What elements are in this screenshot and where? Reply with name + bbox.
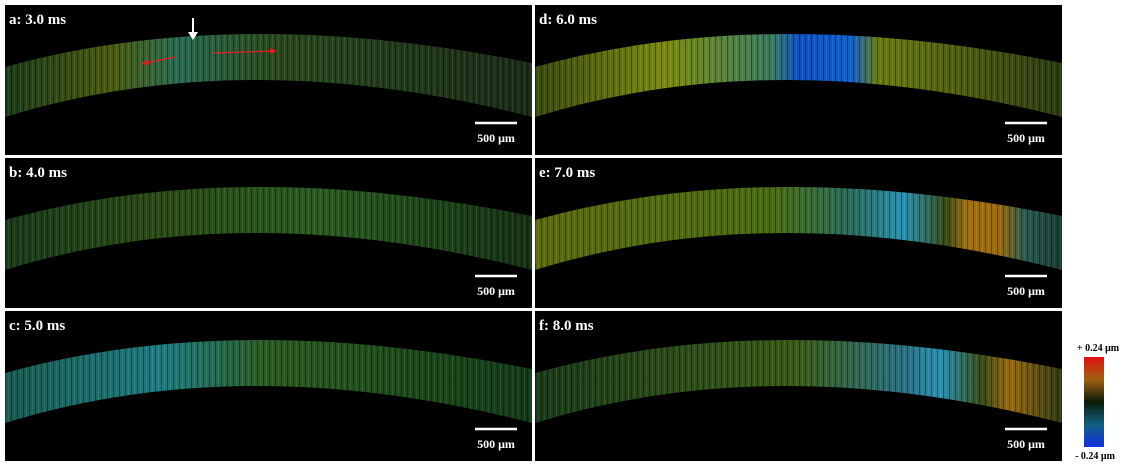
- panel-label: a: 3.0 ms: [9, 12, 66, 28]
- scale-bar-label: 500 μm: [477, 131, 515, 145]
- scale-bar-label: 500 μm: [1007, 284, 1045, 298]
- colorbar: + 0.24 μm - 0.24 μm: [1075, 343, 1120, 462]
- panel-label: f: 8.0 ms: [539, 318, 594, 334]
- colorbar-gradient: [1084, 357, 1104, 447]
- scale-bar-label: 500 μm: [1007, 131, 1045, 145]
- panel-label: d: 6.0 ms: [539, 12, 597, 28]
- panel: c: 5.0 ms 500 μm: [5, 311, 532, 461]
- figure: a: 3.0 ms 500 μm d: 6.0 ms 500 μm b: 4.0 ms 5…: [0, 0, 1124, 465]
- panel: b: 4.0 ms 500 μm: [5, 158, 532, 308]
- scale-bar-label: 500 μm: [477, 437, 515, 451]
- panel: e: 7.0 ms 500 μm: [535, 158, 1062, 308]
- panel-label: b: 4.0 ms: [9, 165, 67, 181]
- panel: d: 6.0 ms 500 μm: [535, 5, 1062, 155]
- colorbar-max-label: + 0.24 μm: [1077, 343, 1120, 354]
- panel-label: e: 7.0 ms: [539, 165, 595, 181]
- panel: a: 3.0 ms 500 μm: [5, 5, 532, 155]
- panel-label: c: 5.0 ms: [9, 318, 65, 334]
- scale-bar-label: 500 μm: [1007, 437, 1045, 451]
- panel: f: 8.0 ms 500 μm: [535, 311, 1062, 461]
- scale-bar-label: 500 μm: [477, 284, 515, 298]
- panels: a: 3.0 ms 500 μm d: 6.0 ms 500 μm b: 4.0 ms 5…: [5, 5, 1062, 461]
- colorbar-min-label: - 0.24 μm: [1075, 451, 1115, 462]
